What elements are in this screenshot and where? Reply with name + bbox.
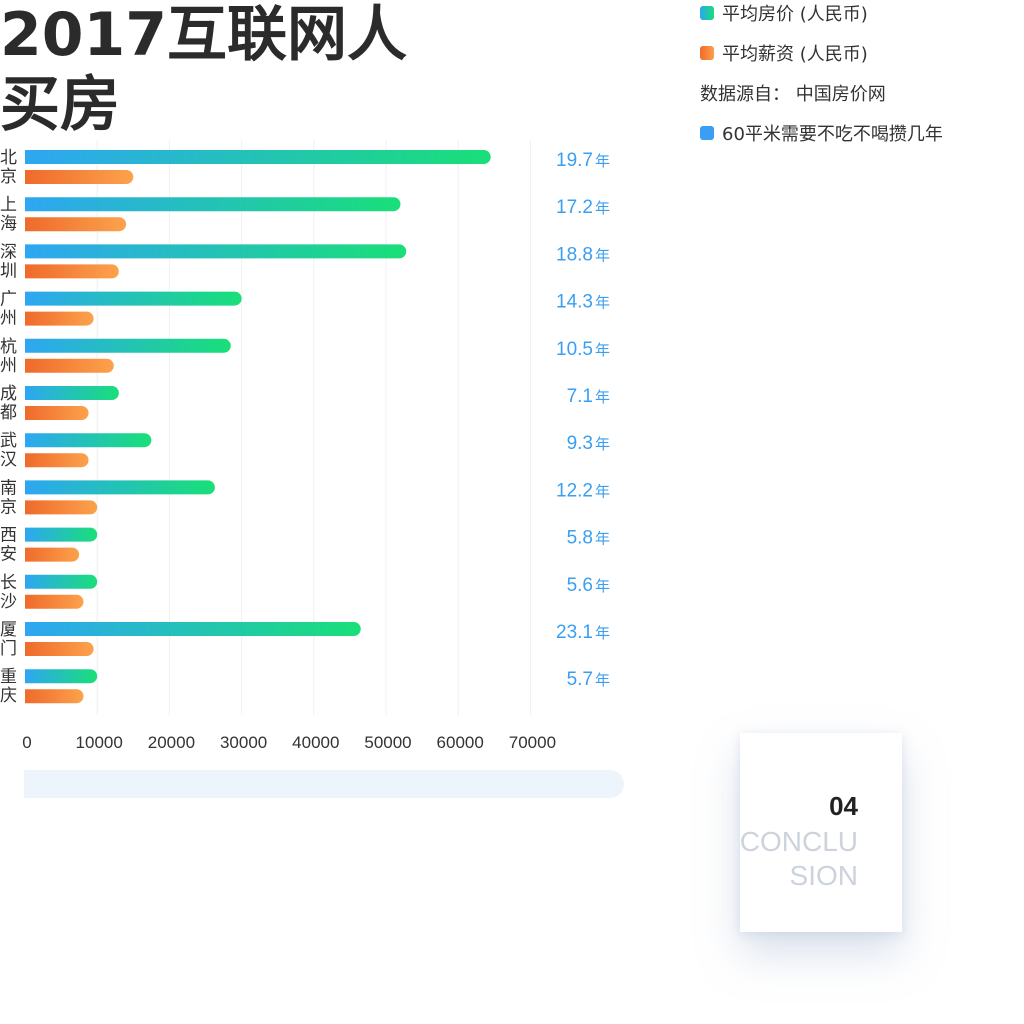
city-label: 京 <box>0 497 17 517</box>
legend-item-salary: 平均薪资 (人民币) <box>700 40 1020 66</box>
years-annotation: 14.3 年 <box>556 292 610 313</box>
city-label: 广 <box>0 290 17 310</box>
legend-swatch-years <box>700 126 714 140</box>
bar-house-price <box>25 338 231 353</box>
conclusion-card[interactable]: 04 CONCLU SION <box>740 733 902 932</box>
page-title: 2017互联网人 买房 <box>0 0 407 140</box>
years-annotation: 23.1 年 <box>556 622 610 643</box>
bar-house-price <box>25 244 407 259</box>
bar-salary <box>25 217 127 232</box>
city-label: 庆 <box>0 686 17 706</box>
x-tick-label: 70000 <box>509 733 556 752</box>
bar-house-price <box>25 291 242 306</box>
years-annotation: 10.5 年 <box>556 339 610 360</box>
horizontal-scrollbar[interactable] <box>24 770 624 798</box>
city-label: 安 <box>0 545 17 565</box>
legend-source: 数据源自： 中国房价网 <box>700 80 1020 106</box>
city-label: 州 <box>0 309 17 329</box>
years-annotation: 9.3 年 <box>567 433 610 454</box>
bar-salary <box>24 311 94 326</box>
x-tick-label: 40000 <box>292 733 339 752</box>
city-label: 武 <box>0 431 17 451</box>
bar-salary <box>25 547 80 562</box>
bar-salary <box>24 453 89 468</box>
city-label: 成 <box>0 384 17 404</box>
section-number: 04 <box>829 791 858 821</box>
x-tick-label: 0 <box>22 733 31 752</box>
city-label: 汉 <box>0 450 17 470</box>
bar-house-price <box>25 433 152 448</box>
city-label: 都 <box>0 403 17 423</box>
city-label: 京 <box>0 167 17 187</box>
bar-house-price <box>25 669 98 684</box>
bar-salary <box>25 264 119 279</box>
years-annotation: 17.2 年 <box>556 197 610 218</box>
city-label: 长 <box>0 573 17 593</box>
city-label: 厦 <box>0 620 17 640</box>
legend-item-years: 60平米需要不吃不喝攒几年 <box>700 120 1020 146</box>
bar-salary <box>24 689 84 704</box>
bar-salary <box>25 500 98 515</box>
bar-house-price <box>25 480 215 495</box>
city-label: 重 <box>0 667 17 687</box>
legend-label-years: 60平米需要不吃不喝攒几年 <box>722 124 943 145</box>
legend-label-salary: 平均薪资 (人民币) <box>722 44 868 65</box>
bar-salary <box>24 406 89 420</box>
bar-salary <box>24 594 84 609</box>
legend-swatch-salary <box>700 46 714 60</box>
x-tick-label: 60000 <box>437 733 484 752</box>
years-annotation: 5.8 年 <box>567 528 610 549</box>
city-label: 门 <box>0 639 17 659</box>
city-label: 南 <box>0 478 17 498</box>
bar-salary <box>25 358 114 373</box>
bar-house-price <box>25 527 98 542</box>
bar-house-price <box>25 622 361 636</box>
city-label: 上 <box>0 195 17 215</box>
city-label: 沙 <box>0 592 17 612</box>
city-label: 西 <box>0 526 17 546</box>
legend-label-house-price: 平均房价 (人民币) <box>722 4 868 25</box>
x-tick-label: 50000 <box>364 733 411 752</box>
legend-swatch-house-price <box>700 6 714 20</box>
x-tick-label: 20000 <box>148 733 195 752</box>
bar-house-price <box>25 574 98 589</box>
years-annotation: 19.7 年 <box>556 150 610 171</box>
legend-item-house-price: 平均房价 (人民币) <box>700 0 1020 26</box>
city-label: 海 <box>0 214 17 234</box>
bar-house-price <box>25 197 401 212</box>
legend: 平均房价 (人民币) 平均薪资 (人民币) 数据源自： 中国房价网 60平米需要… <box>700 0 1020 160</box>
x-tick-label: 30000 <box>220 733 267 752</box>
years-annotation: 5.7 年 <box>567 669 610 690</box>
section-word: CONCLU SION <box>739 826 858 891</box>
x-tick-label: 10000 <box>76 733 123 752</box>
years-annotation: 18.8 年 <box>556 244 610 265</box>
bar-house-price <box>25 386 119 400</box>
bar-salary <box>24 642 94 656</box>
years-annotation: 12.2 年 <box>556 480 610 501</box>
city-label: 州 <box>0 356 17 376</box>
legend-source-text: 数据源自： 中国房价网 <box>700 84 886 105</box>
city-label: 圳 <box>0 261 17 281</box>
bar-salary <box>25 170 134 184</box>
city-label: 深 <box>0 242 17 262</box>
years-annotation: 5.6 年 <box>567 575 610 596</box>
years-annotation: 7.1 年 <box>567 386 610 407</box>
bar-house-price <box>25 150 491 164</box>
city-label: 北 <box>0 148 17 168</box>
city-label: 杭 <box>0 337 17 357</box>
